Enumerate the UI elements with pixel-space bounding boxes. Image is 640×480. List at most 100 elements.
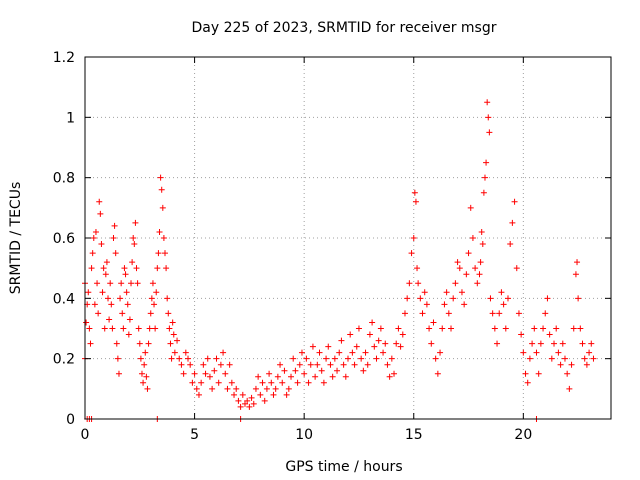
data-point	[581, 355, 588, 362]
data-point	[257, 391, 264, 398]
data-point	[423, 301, 430, 308]
data-point	[154, 265, 161, 272]
data-point	[241, 400, 248, 407]
data-point	[456, 265, 463, 272]
data-point	[314, 361, 321, 368]
data-point	[204, 355, 211, 362]
data-point	[481, 174, 488, 181]
data-point	[119, 310, 126, 317]
data-point	[117, 295, 124, 302]
data-point	[355, 325, 362, 332]
data-point	[191, 370, 198, 377]
data-point	[441, 301, 448, 308]
data-point	[114, 355, 121, 362]
data-point	[153, 289, 160, 296]
data-point	[176, 355, 183, 362]
data-point	[323, 355, 330, 362]
data-point	[132, 219, 139, 226]
data-point	[467, 204, 474, 211]
data-point	[226, 361, 233, 368]
data-point	[160, 235, 167, 241]
data-point	[189, 379, 196, 386]
data-point	[94, 280, 101, 287]
data-point	[520, 349, 527, 356]
data-point	[561, 355, 568, 362]
data-point	[500, 301, 507, 308]
data-point	[233, 385, 240, 392]
data-point	[577, 325, 584, 332]
data-point	[285, 385, 292, 392]
data-point	[419, 310, 426, 317]
data-point	[209, 385, 216, 392]
data-point	[432, 355, 439, 362]
data-point	[99, 289, 106, 296]
data-point	[316, 349, 323, 356]
x-tick-label: 20	[514, 427, 532, 443]
data-point	[222, 370, 229, 377]
data-point	[135, 325, 142, 332]
data-point	[91, 301, 98, 308]
data-point	[386, 373, 393, 380]
data-point	[384, 361, 391, 368]
data-point	[239, 391, 246, 398]
data-point	[373, 355, 380, 362]
data-point	[120, 325, 127, 332]
data-point	[237, 403, 244, 410]
data-point	[480, 189, 487, 196]
data-point	[298, 349, 305, 356]
data-point	[246, 403, 253, 410]
data-point	[141, 361, 148, 368]
data-point	[572, 271, 579, 278]
data-point	[159, 204, 166, 211]
data-point	[248, 394, 255, 401]
data-point	[121, 265, 128, 272]
data-point	[364, 361, 371, 368]
data-point	[108, 301, 115, 308]
data-point	[110, 235, 117, 241]
data-point	[235, 397, 242, 404]
data-point	[279, 379, 286, 386]
data-point	[124, 301, 131, 308]
data-point	[465, 250, 472, 257]
data-point	[334, 367, 341, 374]
data-point	[551, 340, 558, 347]
data-point	[146, 325, 153, 332]
data-point	[88, 265, 95, 272]
data-point	[109, 325, 116, 332]
data-point	[540, 325, 547, 332]
data-point	[496, 310, 503, 317]
data-point	[351, 361, 358, 368]
data-point	[161, 250, 168, 257]
data-point	[217, 361, 224, 368]
data-point	[498, 289, 505, 296]
data-point	[476, 271, 483, 278]
data-point	[206, 373, 213, 380]
data-point	[163, 265, 170, 272]
data-point	[353, 343, 360, 350]
data-point	[360, 367, 367, 374]
data-point	[434, 370, 441, 377]
data-point	[129, 259, 136, 266]
data-point	[347, 331, 354, 338]
y-tick-label: 1.2	[53, 50, 75, 66]
data-point	[309, 343, 316, 350]
data-point	[406, 280, 413, 287]
data-point	[443, 289, 450, 296]
data-point	[180, 370, 187, 377]
data-point	[168, 355, 175, 362]
data-point	[542, 310, 549, 317]
data-point	[228, 379, 235, 386]
data-point	[544, 295, 551, 302]
data-point	[134, 280, 141, 287]
data-point	[342, 373, 349, 380]
data-point	[118, 280, 125, 287]
data-point	[125, 331, 132, 338]
data-point	[327, 361, 334, 368]
data-point	[522, 370, 529, 377]
data-point	[122, 271, 129, 278]
data-point	[546, 331, 553, 338]
data-point	[358, 355, 365, 362]
data-point	[290, 355, 297, 362]
data-point	[147, 310, 154, 317]
data-point	[414, 265, 421, 272]
